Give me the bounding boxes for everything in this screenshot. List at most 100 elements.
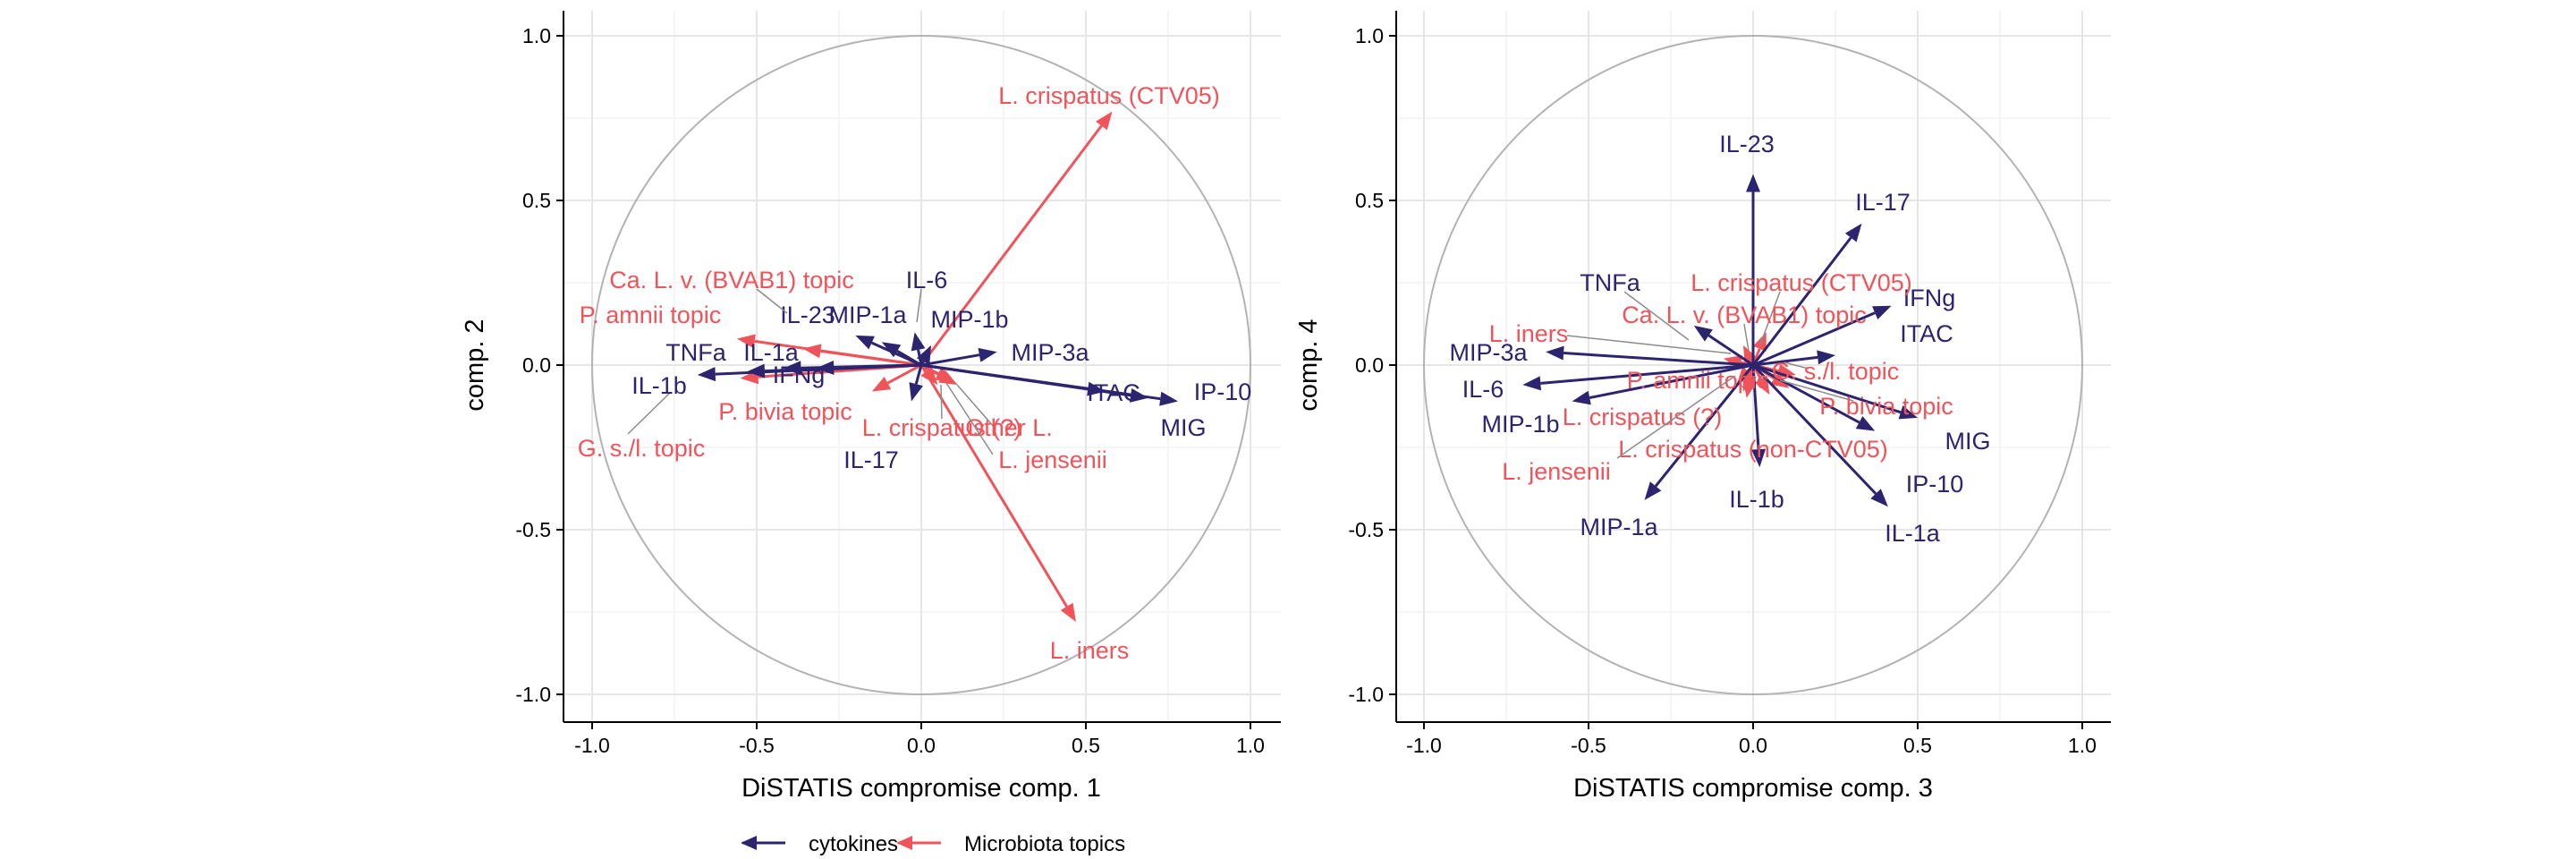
arrow-l-iners: [919, 364, 1068, 608]
label-ifng: IFNg: [773, 361, 826, 388]
label-il-1b: IL-1b: [631, 372, 687, 399]
label-ip-10: IP-10: [1906, 471, 1964, 498]
label-mig: MIG: [1945, 428, 1991, 455]
series-cytokines: [697, 332, 1179, 406]
y-tick-label: -1.0: [515, 683, 551, 706]
y-tick-label: 1.0: [1355, 24, 1384, 47]
y-tick-label: 0.0: [1355, 353, 1384, 377]
arrowhead-mip-1a: [855, 335, 875, 350]
label-il-1a: IL-1a: [1885, 520, 1941, 547]
label-tnfa: TNFa: [665, 339, 726, 366]
x-tick-label: 1.0: [2068, 734, 2097, 757]
arrow-itac: [1752, 355, 1818, 367]
x-tick-label: -1.0: [1406, 734, 1442, 757]
legend-microbiota-label: Microbiota topics: [964, 832, 1125, 856]
arrow-mig: [1752, 363, 1902, 414]
arrow-il-1a: [1751, 363, 1877, 495]
arrow-p-bivia-topic: [886, 363, 922, 385]
arrowhead-ifng: [816, 361, 835, 376]
arrowhead-mip-3a: [978, 347, 997, 362]
label-l-crispatus-ctv05: L. crispatus (CTV05): [1690, 269, 1912, 296]
label-il-17: IL-17: [843, 447, 899, 473]
label-g-s-l-topic: G. s./l. topic: [1772, 358, 1900, 385]
right-biplot-panel: -1.0 -0.5 0.0 0.5 1.0 -1.0 -0.5 0.0 0.5 1.0 DiSTAT…: [1294, 11, 2111, 803]
arrow-mip-1b: [1589, 363, 1754, 400]
arrow-labels: IL-23 IL-17 IFNg ITAC MIP-3a IL-6 MIP-1b MIP-1a…: [1449, 131, 1990, 547]
arrowhead-il-1a: [1870, 489, 1888, 507]
leader-line-l-crispatus: [940, 384, 943, 420]
arrow-mip-1a: [1654, 364, 1755, 488]
label-il-17: IL-17: [1855, 189, 1911, 216]
label-il-23: IL-23: [780, 302, 835, 328]
x-tick-label: -0.5: [739, 734, 775, 757]
x-tick-label: 0.0: [907, 734, 936, 757]
y-tick-label: -0.5: [515, 518, 551, 541]
x-tick-label: 0.5: [1903, 734, 1932, 757]
arrowhead-il-23: [881, 342, 902, 358]
arrowhead-il-17: [909, 382, 923, 402]
arrow-ifng: [834, 363, 922, 370]
label-il-23: IL-23: [1719, 131, 1775, 157]
arrowhead-il-1b: [1751, 448, 1767, 468]
leader-line-ca-l-v-bvab1-topic: [756, 288, 788, 314]
legend-cytokines-label: cytokines: [809, 832, 898, 856]
label-il-1a: IL-1a: [743, 339, 800, 366]
label-l-iners: L. iners: [1489, 320, 1569, 347]
arrow-l-crispatus-ctv05: [919, 124, 1103, 366]
label-mip-1a: MIP-1a: [1580, 514, 1658, 540]
arrowhead-ifng: [1872, 305, 1892, 319]
arrowhead-l-crispatus: [920, 366, 938, 386]
series-cytokines: [1522, 174, 1918, 507]
arrowhead-mig: [1898, 405, 1918, 420]
label-l-crispatus: L. crispatus (?): [862, 414, 1022, 441]
leader-line-tnfa: [1623, 291, 1690, 341]
arrow-mip-1a: [871, 341, 922, 367]
label-p-amnii-topic: P. amnii topic: [1627, 367, 1769, 394]
label-ifng: IFNg: [1903, 285, 1956, 311]
label-p-bivia-topic: P. bivia topic: [718, 398, 852, 425]
arrow-il-6: [1540, 363, 1754, 385]
arrow-mip-3a: [920, 353, 980, 367]
label-mip-3a: MIP-3a: [1449, 339, 1528, 366]
label-l-iners: L. iners: [1050, 637, 1130, 664]
left-biplot-panel: -1.0 -0.5 0.0 0.5 1.0 -1.0 -0.5 0.0 0.5 1.0 DiSTAT…: [461, 11, 1281, 803]
arrow-mig: [920, 363, 1131, 397]
label-il-1b: IL-1b: [1729, 486, 1784, 513]
y-tick-label: 0.5: [522, 189, 551, 212]
x-tick-label: 0.5: [1072, 734, 1100, 757]
x-tick-label: 0.0: [1739, 734, 1767, 757]
unit-circle: [1423, 35, 2083, 695]
arrowhead-mip-1b: [916, 344, 932, 365]
label-p-bivia-topic: P. bivia topic: [1819, 393, 1953, 420]
leader-line-l-iners: [1566, 335, 1732, 354]
arrow-p-amnii-topic: [754, 339, 922, 367]
arrow-il-1b: [1751, 364, 1760, 450]
y-tick-label: 0.5: [1355, 189, 1384, 212]
label-il-6: IL-6: [1462, 376, 1504, 403]
legend-cytokines-key: cytokines: [741, 832, 898, 856]
arrowhead-tnfa: [1693, 325, 1713, 342]
label-ca-l-v-bvab1-topic: Ca. L. v. (BVAB1) topic: [1622, 302, 1867, 328]
arrowhead-il-17: [1844, 223, 1862, 242]
label-itac: ITAC: [1900, 320, 1953, 347]
label-l-jensenii: L. jensenii: [1502, 458, 1611, 485]
x-axis-title: DiSTATIS compromise comp. 1: [741, 774, 1101, 803]
x-tick-label: -0.5: [1571, 734, 1606, 757]
arrowhead-mip-1a: [1644, 481, 1662, 500]
arrowhead-mig: [1129, 388, 1148, 403]
legend: cytokines Microbiota topics: [741, 832, 1125, 856]
arrow-ifng: [1752, 311, 1876, 367]
arrow-tnfa: [1707, 334, 1754, 367]
x-tick-label: 1.0: [1236, 734, 1265, 757]
arrowhead-il-6: [911, 332, 926, 352]
label-mip-1b: MIP-1b: [930, 306, 1008, 333]
y-tick-label: -0.5: [1348, 518, 1384, 541]
label-g-s-l-topic: G. s./l. topic: [578, 435, 706, 462]
arrowhead-l-crispatus-ctv05: [1096, 111, 1113, 131]
arrow-il-17: [914, 364, 923, 385]
label-other-l: Other L.: [965, 414, 1053, 441]
leader-line-g-s-l-topic: [1784, 361, 1809, 370]
label-l-crispatus-non-ctv05: L. crispatus (non-CTV05): [1618, 436, 1888, 463]
